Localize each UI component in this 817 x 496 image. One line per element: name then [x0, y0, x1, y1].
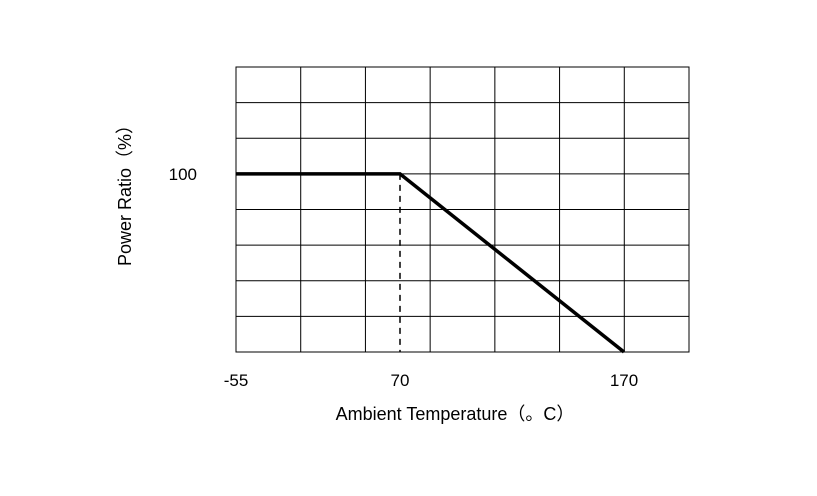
x-axis-title: Ambient Temperature（。C） — [336, 404, 575, 424]
y-axis-title: Power Ratio（%） — [115, 116, 135, 266]
tick-labels: -55 70 170 100 — [169, 165, 639, 390]
x-tick-label: 170 — [610, 371, 638, 390]
x-tick-label: 70 — [391, 371, 410, 390]
y-tick-label: 100 — [169, 165, 197, 184]
x-tick-label: -55 — [224, 371, 249, 390]
derating-curve — [236, 172, 626, 354]
series-layer — [236, 172, 626, 354]
grid — [235, 66, 690, 353]
